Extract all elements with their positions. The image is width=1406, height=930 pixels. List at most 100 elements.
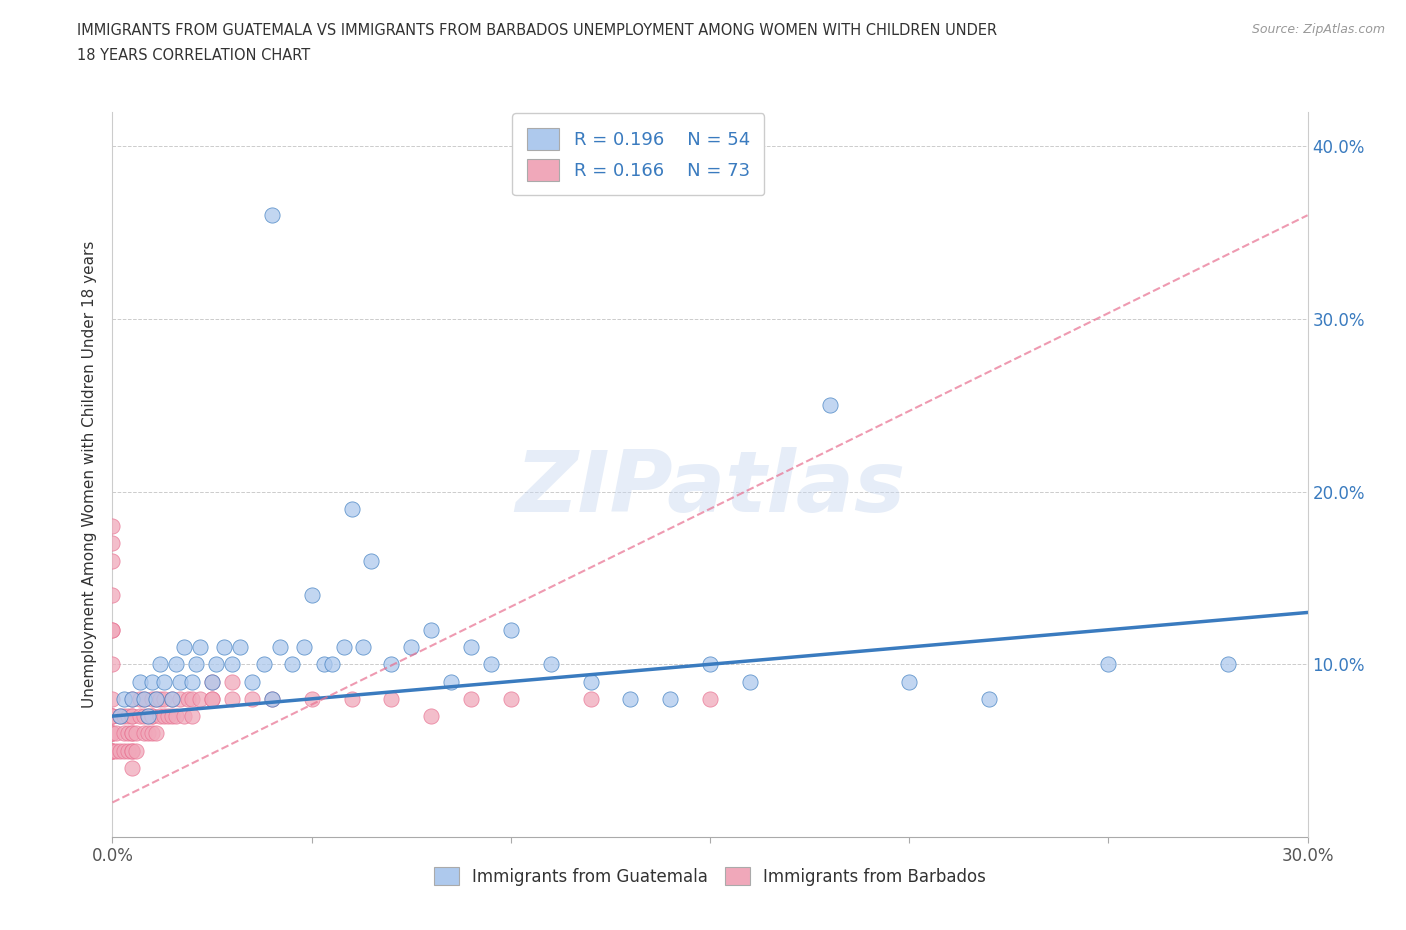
Point [229, 640, 252, 655]
Point [260, 691, 283, 706]
Point [579, 691, 602, 706]
Point [110, 709, 132, 724]
Point [101, 657, 124, 671]
Point [460, 640, 482, 655]
Point [201, 691, 224, 706]
Point [699, 657, 721, 671]
Point [129, 709, 152, 724]
Point [420, 709, 443, 724]
Point [162, 691, 183, 706]
Point [818, 398, 841, 413]
Point [240, 691, 263, 706]
Point [738, 674, 761, 689]
Point [138, 709, 160, 724]
Point [134, 726, 156, 741]
Point [380, 691, 402, 706]
Point [579, 674, 602, 689]
Point [181, 709, 204, 724]
Point [129, 674, 152, 689]
Point [101, 743, 124, 758]
Point [380, 657, 402, 671]
Point [125, 726, 148, 741]
Point [121, 691, 143, 706]
Point [121, 726, 143, 741]
Point [105, 743, 128, 758]
Point [117, 726, 139, 741]
Point [121, 726, 143, 741]
Point [340, 501, 363, 516]
Point [117, 709, 139, 724]
Point [169, 691, 191, 706]
Point [101, 691, 124, 706]
Point [460, 691, 482, 706]
Point [101, 743, 124, 758]
Point [121, 761, 143, 776]
Point [619, 691, 641, 706]
Point [134, 709, 156, 724]
Point [181, 674, 204, 689]
Point [205, 657, 228, 671]
Point [101, 622, 124, 637]
Point [134, 691, 156, 706]
Point [101, 726, 124, 741]
Point [121, 743, 143, 758]
Point [145, 691, 167, 706]
Point [125, 743, 148, 758]
Point [121, 743, 143, 758]
Point [138, 726, 160, 741]
Point [181, 691, 204, 706]
Text: ZIPatlas: ZIPatlas [515, 447, 905, 530]
Point [117, 743, 139, 758]
Point [1216, 657, 1239, 671]
Point [129, 691, 152, 706]
Point [141, 726, 163, 741]
Point [292, 640, 315, 655]
Point [101, 709, 124, 724]
Point [101, 553, 124, 568]
Point [101, 709, 124, 724]
Point [269, 640, 291, 655]
Point [121, 709, 143, 724]
Point [105, 726, 128, 741]
Point [153, 691, 176, 706]
Point [101, 709, 124, 724]
Point [186, 657, 208, 671]
Point [138, 709, 160, 724]
Point [360, 553, 382, 568]
Point [114, 743, 135, 758]
Point [898, 674, 921, 689]
Text: IMMIGRANTS FROM GUATEMALA VS IMMIGRANTS FROM BARBADOS UNEMPLOYMENT AMONG WOMEN W: IMMIGRANTS FROM GUATEMALA VS IMMIGRANTS … [77, 23, 997, 38]
Point [301, 691, 323, 706]
Point [499, 691, 522, 706]
Point [162, 709, 183, 724]
Point [479, 657, 502, 671]
Point [659, 691, 682, 706]
Point [149, 709, 172, 724]
Point [260, 691, 283, 706]
Point [110, 743, 132, 758]
Point [169, 674, 191, 689]
Point [101, 536, 124, 551]
Point [260, 207, 283, 222]
Point [114, 726, 135, 741]
Point [173, 640, 195, 655]
Point [114, 691, 135, 706]
Point [301, 588, 323, 603]
Point [201, 674, 224, 689]
Point [420, 622, 443, 637]
Point [110, 709, 132, 724]
Point [149, 691, 172, 706]
Point [165, 709, 187, 724]
Point [340, 691, 363, 706]
Point [141, 674, 163, 689]
Point [145, 726, 167, 741]
Point [201, 674, 224, 689]
Point [312, 657, 335, 671]
Point [540, 657, 562, 671]
Point [165, 657, 187, 671]
Point [188, 691, 211, 706]
Point [101, 588, 124, 603]
Point [162, 691, 183, 706]
Point [440, 674, 463, 689]
Point [141, 691, 163, 706]
